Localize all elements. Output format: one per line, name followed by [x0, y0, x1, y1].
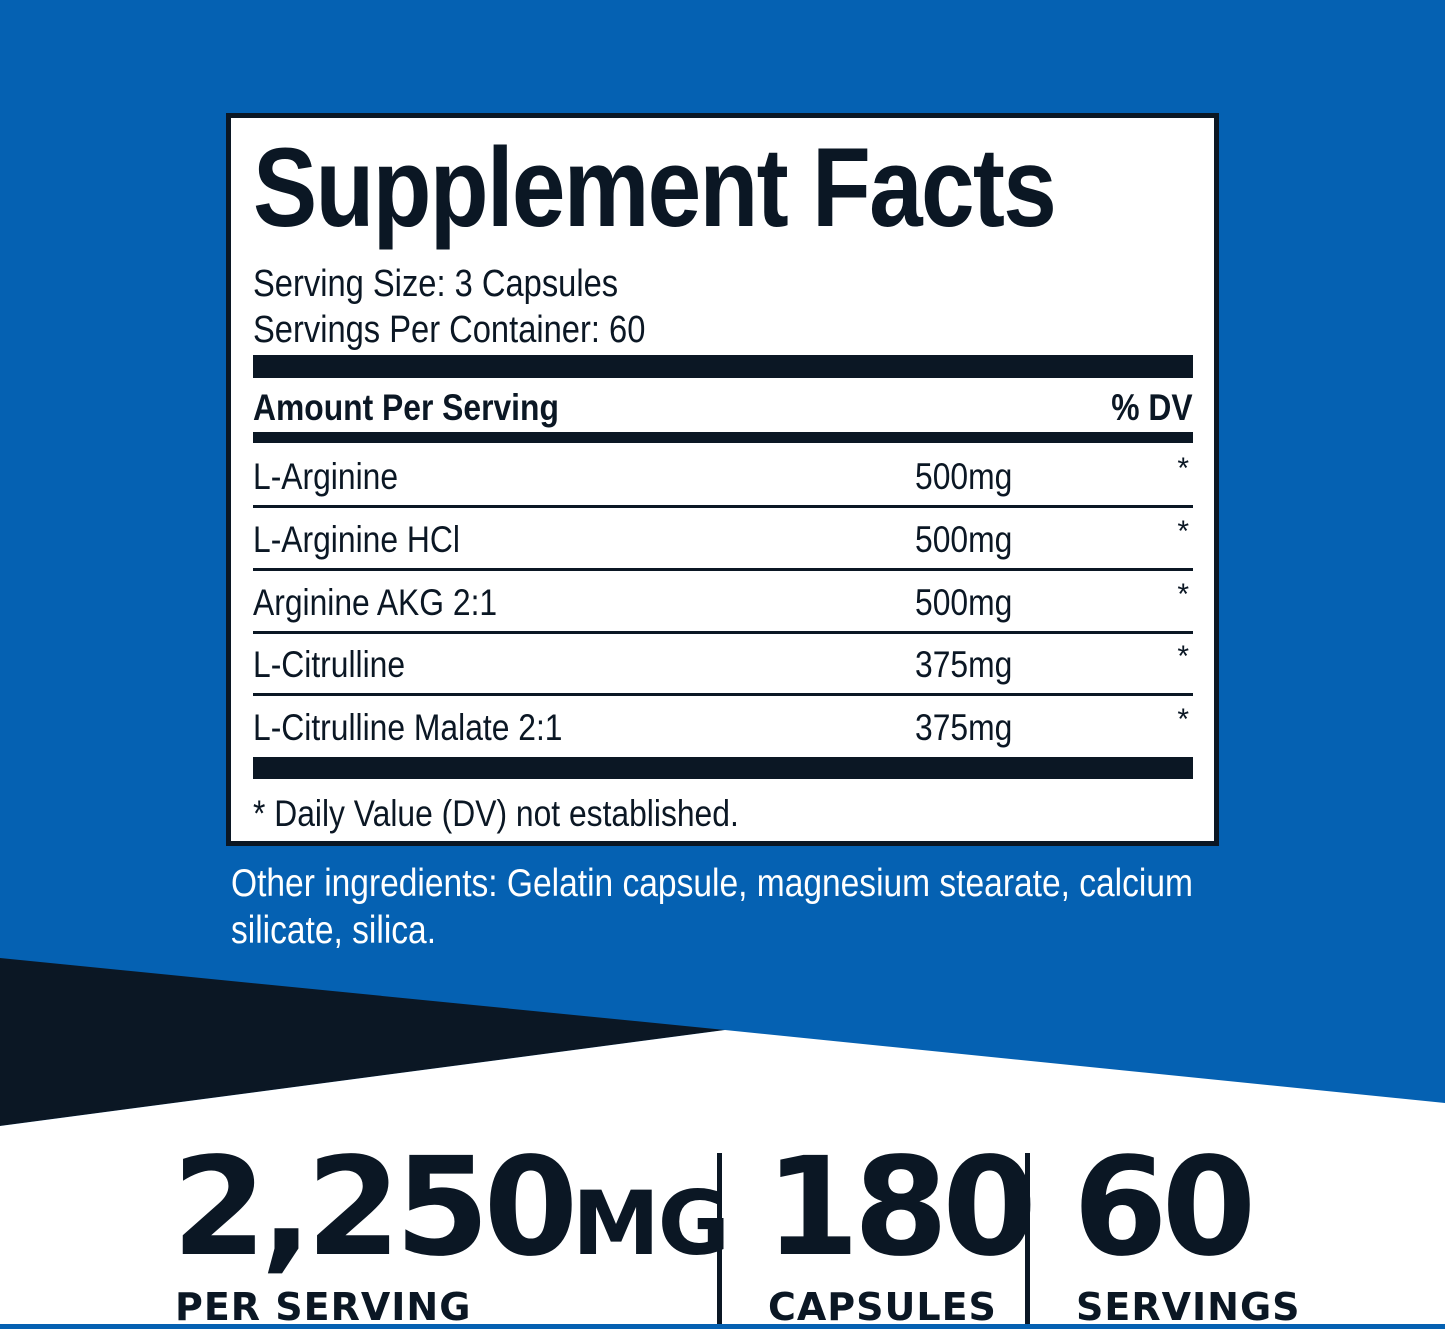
table-header: Amount Per Serving % DV — [253, 388, 1193, 428]
ingredient-amount: 500mg — [915, 582, 1013, 623]
stat-mg-value: 2,250MG — [172, 1129, 730, 1287]
medium-divider — [253, 432, 1193, 443]
thick-divider — [253, 355, 1193, 378]
other-ingredients: Other ingredients: Gelatin capsule, magn… — [231, 862, 1193, 952]
footnote: * Daily Value (DV) not established. — [253, 793, 739, 834]
header-amount: Amount Per Serving — [253, 387, 559, 428]
table-row: L-Citrulline 375mg * — [253, 640, 1193, 685]
ingredient-name: Arginine AKG 2:1 — [253, 582, 498, 623]
dark-triangle — [0, 958, 725, 1126]
ingredient-amount: 500mg — [915, 519, 1013, 560]
ingredient-dv: * — [1177, 452, 1189, 485]
table-row: L-Arginine HCl 500mg * — [253, 515, 1193, 560]
stat-divider — [1025, 1153, 1030, 1324]
stat-capsules-value: 180 — [765, 1129, 1037, 1287]
header-dv: % DV — [1111, 387, 1193, 428]
stat-divider — [717, 1153, 722, 1324]
ingredient-amount: 375mg — [915, 644, 1013, 685]
row-divider — [253, 631, 1193, 634]
facts-title: Supplement Facts — [253, 125, 1057, 250]
ingredient-dv: * — [1177, 640, 1189, 673]
ingredient-name: L-Citrulline — [253, 644, 406, 685]
row-divider — [253, 693, 1193, 696]
ingredient-dv: * — [1177, 578, 1189, 611]
row-divider — [253, 505, 1193, 508]
stat-servings-value: 60 — [1073, 1129, 1256, 1287]
ingredient-name: L-Arginine HCl — [253, 519, 460, 560]
stat-mg-label: PER SERVING — [175, 1285, 472, 1329]
stat-servings-label: SERVINGS — [1076, 1285, 1301, 1329]
serving-size: Serving Size: 3 Capsules — [253, 263, 619, 305]
thick-divider — [253, 757, 1193, 779]
white-area — [0, 1030, 1445, 1324]
ingredient-dv: * — [1177, 515, 1189, 548]
table-row: Arginine AKG 2:1 500mg * — [253, 578, 1193, 623]
ingredient-name: L-Arginine — [253, 456, 399, 497]
table-row: L-Arginine 500mg * — [253, 452, 1193, 497]
ingredient-dv: * — [1177, 703, 1189, 736]
row-divider — [253, 568, 1193, 571]
ingredient-amount: 500mg — [915, 456, 1013, 497]
stat-capsules-label: CAPSULES — [768, 1285, 997, 1329]
stat-mg-unit: MG — [572, 1172, 730, 1275]
table-row: L-Citrulline Malate 2:1 375mg * — [253, 703, 1193, 748]
servings-per-container: Servings Per Container: 60 — [253, 309, 646, 351]
supplement-facts-panel: Supplement Facts Serving Size: 3 Capsule… — [226, 113, 1219, 846]
ingredient-amount: 375mg — [915, 707, 1013, 748]
ingredient-name: L-Citrulline Malate 2:1 — [253, 707, 563, 748]
